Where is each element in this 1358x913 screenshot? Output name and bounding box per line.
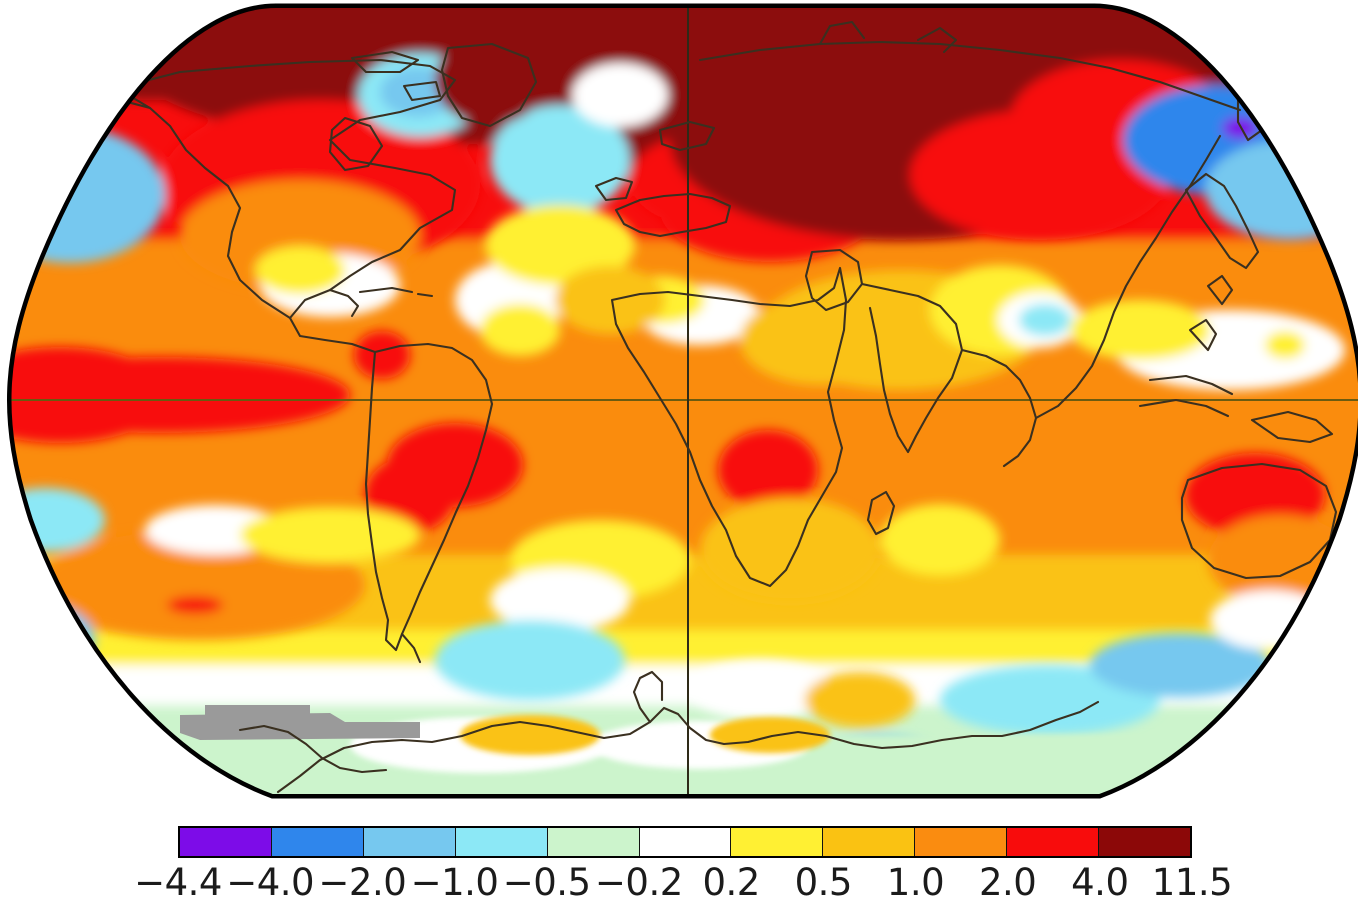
colorbar-band-7 (823, 828, 916, 856)
colorbar-tick-labels: −4.4 −4.0 −2.0 −1.0 −0.5 −0.2 0.2 0.5 1.0 2.0 4.0 1… (134, 860, 1233, 906)
colorbar-tick-1: −4.0 (226, 861, 315, 904)
colorbar-tick-5: −0.2 (594, 861, 683, 904)
colorbar-band-0 (180, 828, 272, 856)
colorbar: −4.4 −4.0 −2.0 −1.0 −0.5 −0.2 0.2 0.5 1.0 2.0 4.0 1… (134, 826, 1233, 906)
map-canvas (6, 3, 1358, 799)
colorbar-tick-7: 0.5 (794, 861, 853, 904)
colorbar-band-5 (639, 828, 732, 856)
anomaly-field (8, 5, 1358, 797)
colorbar-band-2 (363, 828, 456, 856)
graticule (8, 5, 1358, 797)
colorbar-tick-4: −0.5 (502, 861, 591, 904)
missing-data-patch (180, 713, 420, 740)
colorbar-tick-6: 0.2 (702, 861, 760, 904)
colorbar-tick-11: 11.5 (1151, 861, 1233, 904)
colorbar-tick-3: −1.0 (410, 861, 499, 904)
colorbar-tick-10: 4.0 (1071, 861, 1129, 904)
colorbar-swatch-strip (178, 826, 1192, 858)
colorbar-band-4 (547, 828, 640, 856)
colorbar-tick-8: 1.0 (886, 861, 945, 904)
colorbar-band-9 (1007, 828, 1100, 856)
colorbar-tick-2: −2.0 (318, 861, 407, 904)
colorbar-band-1 (271, 828, 364, 856)
colorbar-tick-9: 2.0 (978, 861, 1037, 904)
colorbar-band-8 (915, 828, 1008, 856)
coastlines (76, 20, 1354, 794)
colorbar-band-6 (731, 828, 824, 856)
colorbar-tick-0: −4.4 (134, 861, 222, 904)
global-anomaly-map (6, 3, 1358, 799)
colorbar-band-10 (1099, 828, 1190, 856)
colorbar-band-3 (455, 828, 548, 856)
